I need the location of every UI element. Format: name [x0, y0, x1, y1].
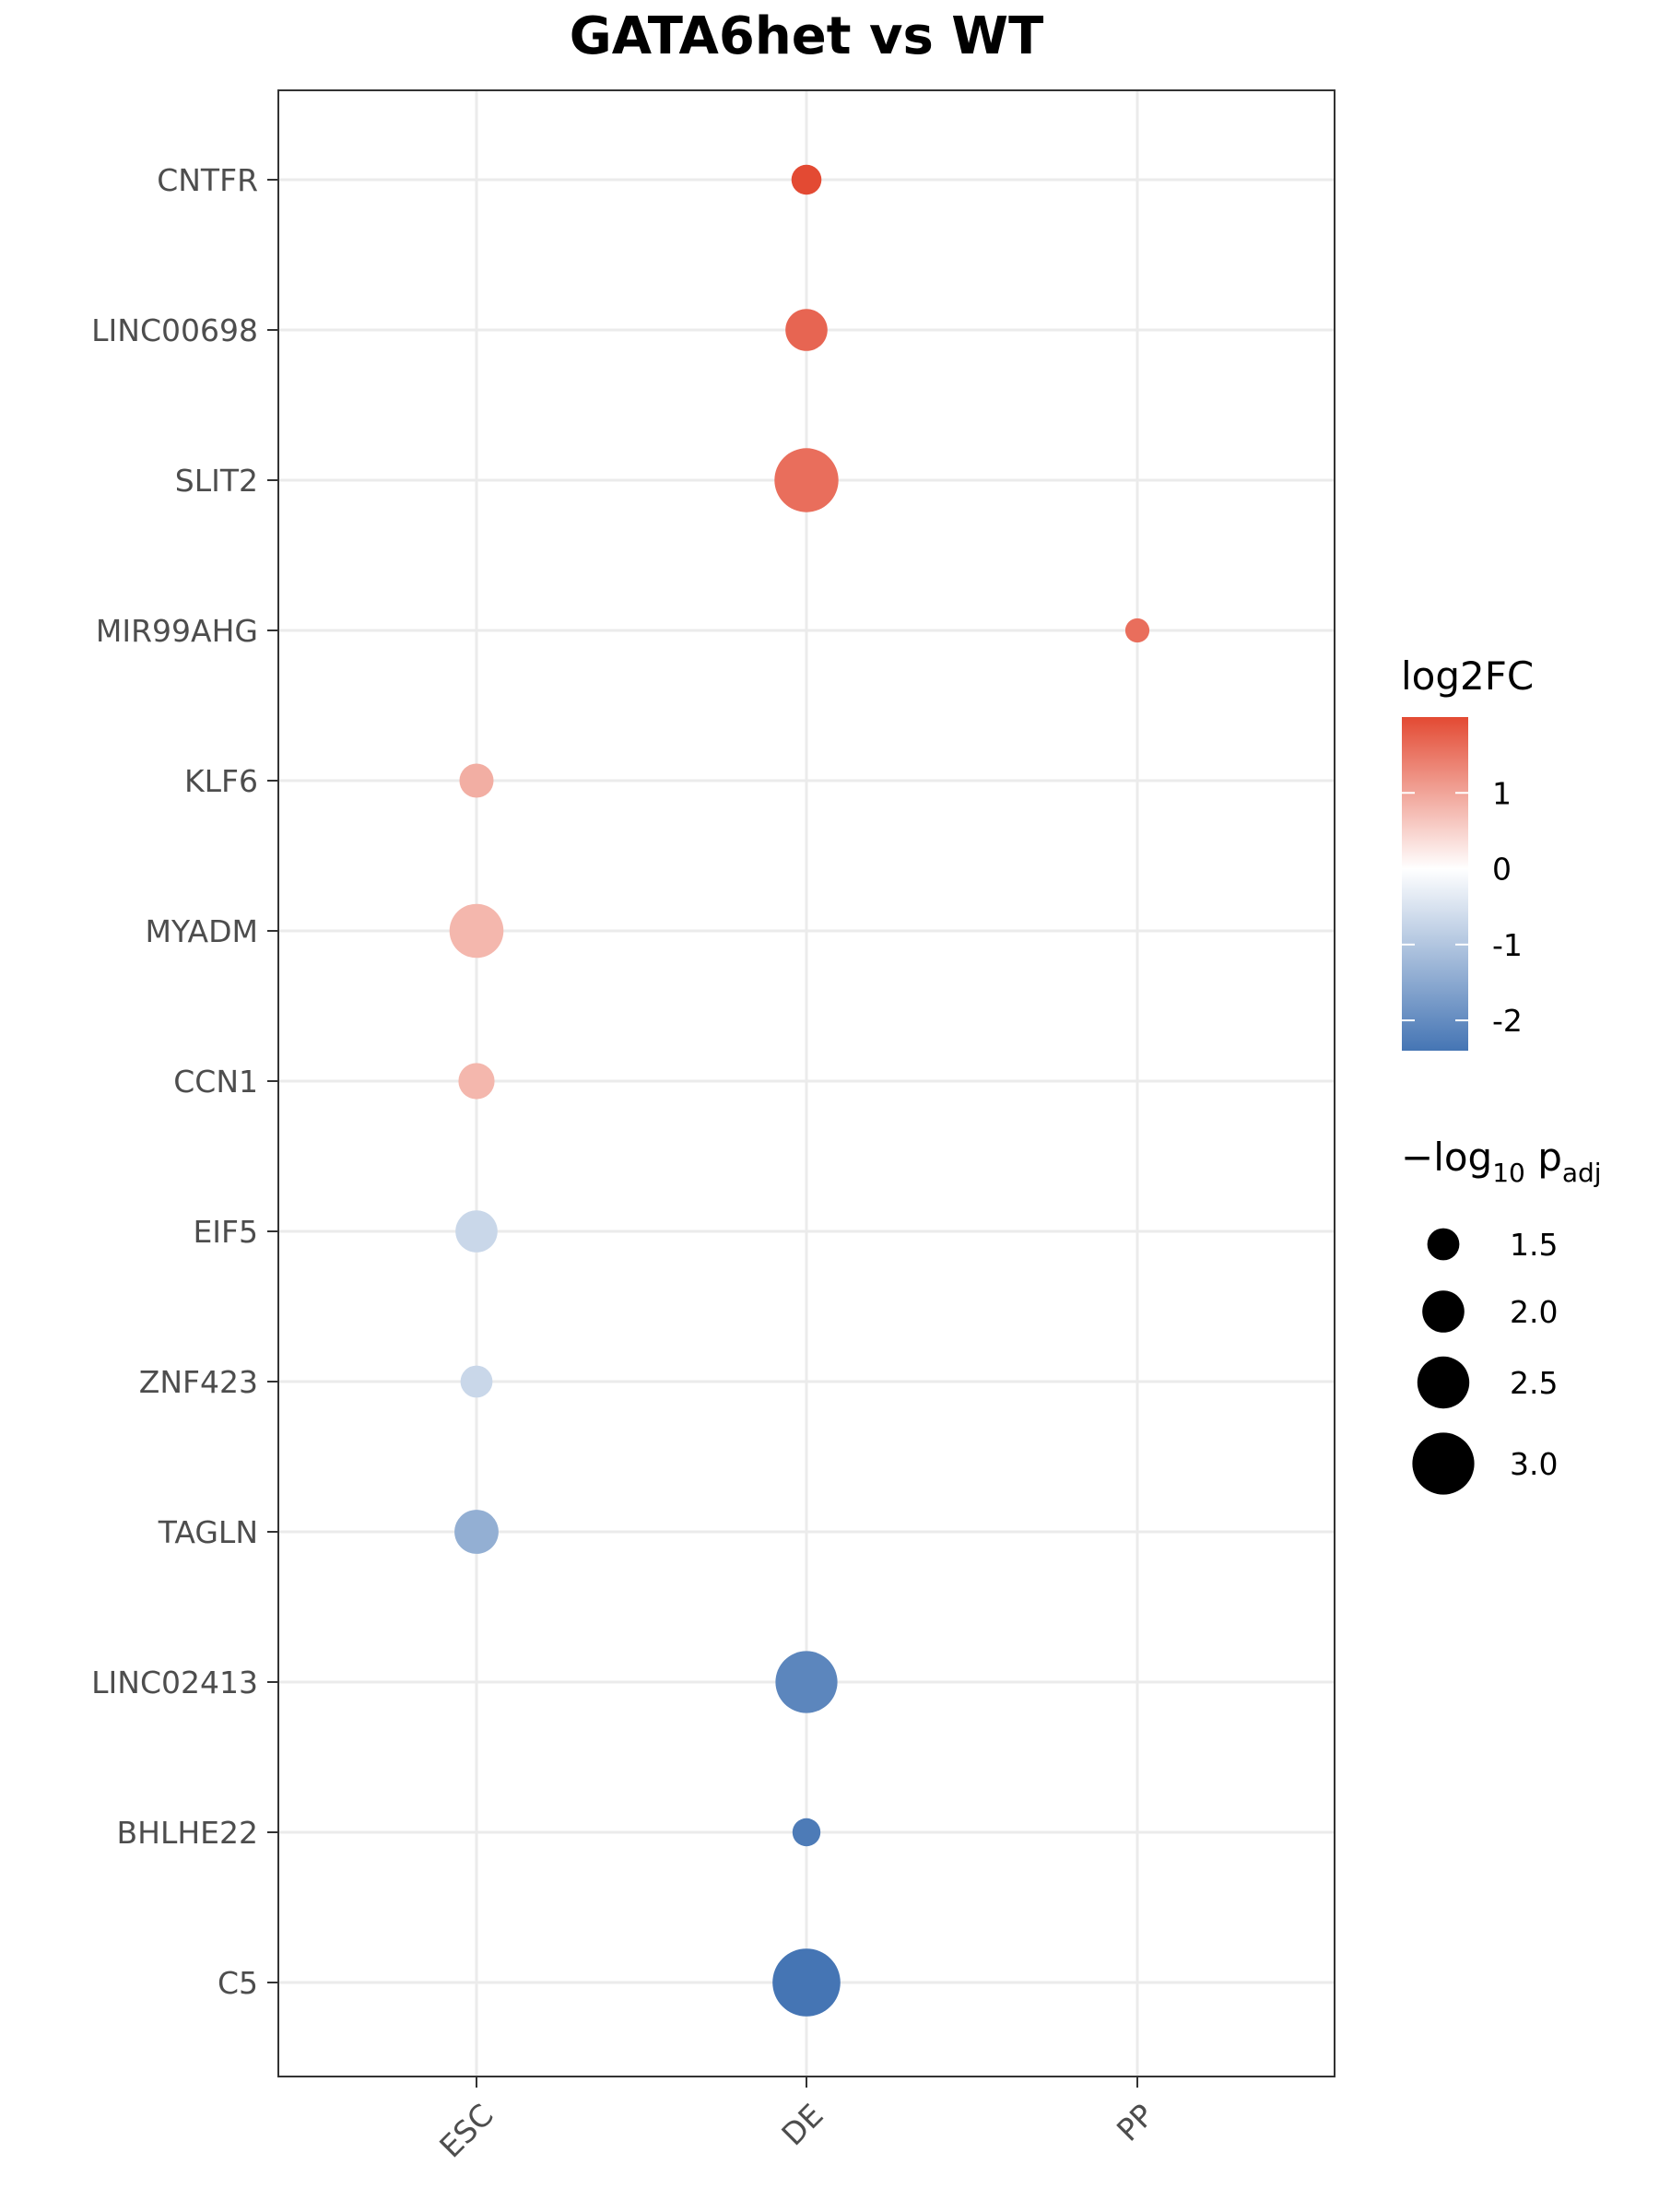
y-tick-label-eif5: EIF5	[193, 1214, 258, 1250]
size-legend-title-main: −log	[1401, 1135, 1492, 1180]
size-legend-dot	[1422, 1290, 1465, 1333]
point-eif5-esc	[455, 1210, 498, 1253]
point-c5-de	[772, 1948, 841, 2017]
size-legend-dot	[1427, 1228, 1460, 1261]
colorbar-tick-label: -2	[1492, 1003, 1523, 1039]
colorbar-ticks: 1 0 -1 -2	[1402, 775, 1523, 1039]
size-legend-title: −log10 padj	[1401, 1135, 1602, 1188]
colorbar-tick-label: 0	[1492, 852, 1512, 888]
colorbar-tick-label: 1	[1492, 775, 1512, 811]
y-tick-label-tagln: TAGLN	[158, 1514, 258, 1550]
size-legend-label: 3.0	[1510, 1446, 1558, 1482]
point-znf423-esc	[460, 1365, 493, 1398]
point-bhlhe22-de	[792, 1818, 821, 1847]
size-legend-title-sub10: 10	[1492, 1158, 1525, 1188]
size-legend-items: 1.5 2.0 2.5 3.0	[1412, 1227, 1558, 1495]
y-tick-label-linc00698: LINC00698	[91, 312, 258, 348]
colorbar	[1402, 717, 1468, 1051]
y-tick-label-cntfr: CNTFR	[157, 162, 258, 198]
size-legend-dot	[1412, 1432, 1475, 1495]
point-linc02413-de	[775, 1651, 838, 1713]
y-tick-label-ccn1: CCN1	[173, 1064, 258, 1100]
size-legend-title-subadj: adj	[1562, 1158, 1602, 1188]
color-legend: log2FC 1 0 -1 -2	[1401, 653, 1534, 1051]
x-axis: ESC DE PP	[432, 2077, 1161, 2165]
y-axis: CNTFR LINC00698 SLIT2 MIR99AHG KLF6 MYADM CCN1…	[91, 162, 278, 2001]
chart-title: GATA6het vs WT	[570, 6, 1044, 66]
colorbar-tick-label: -1	[1492, 927, 1523, 963]
size-legend-title-p: p	[1525, 1135, 1562, 1180]
size-legend-label: 1.5	[1510, 1227, 1558, 1263]
point-klf6-esc	[459, 763, 494, 798]
point-tagln-esc	[454, 1510, 499, 1554]
y-tick-label-c5: C5	[218, 1965, 258, 2001]
x-tick-label-pp: PP	[1110, 2097, 1161, 2148]
x-tick-label-esc: ESC	[432, 2097, 500, 2164]
y-tick-label-linc02413: LINC02413	[91, 1665, 258, 1700]
size-legend: −log10 padj 1.5 2.0 2.5 3.0	[1401, 1135, 1602, 1495]
data-points	[449, 164, 1150, 2017]
point-mir99ahg-pp	[1124, 618, 1150, 643]
size-legend-label: 2.0	[1510, 1294, 1558, 1330]
y-tick-label-bhlhe22: BHLHE22	[117, 1815, 259, 1851]
size-legend-dot	[1417, 1356, 1470, 1409]
point-ccn1-esc	[458, 1063, 495, 1100]
grid-lines	[278, 90, 1335, 2077]
point-linc00698-de	[785, 309, 828, 351]
y-tick-label-klf6: KLF6	[184, 763, 258, 799]
size-legend-label: 2.5	[1510, 1365, 1558, 1401]
color-legend-title: log2FC	[1401, 653, 1534, 699]
y-tick-label-znf423: ZNF423	[139, 1364, 258, 1400]
y-tick-label-myadm: MYADM	[145, 913, 258, 949]
point-myadm-esc	[449, 903, 504, 959]
y-tick-label-slit2: SLIT2	[175, 463, 258, 499]
point-slit2-de	[774, 448, 839, 512]
point-cntfr-de	[791, 164, 822, 195]
y-tick-label-mir99ahg: MIR99AHG	[96, 613, 258, 649]
x-tick-label-de: DE	[774, 2097, 830, 2152]
